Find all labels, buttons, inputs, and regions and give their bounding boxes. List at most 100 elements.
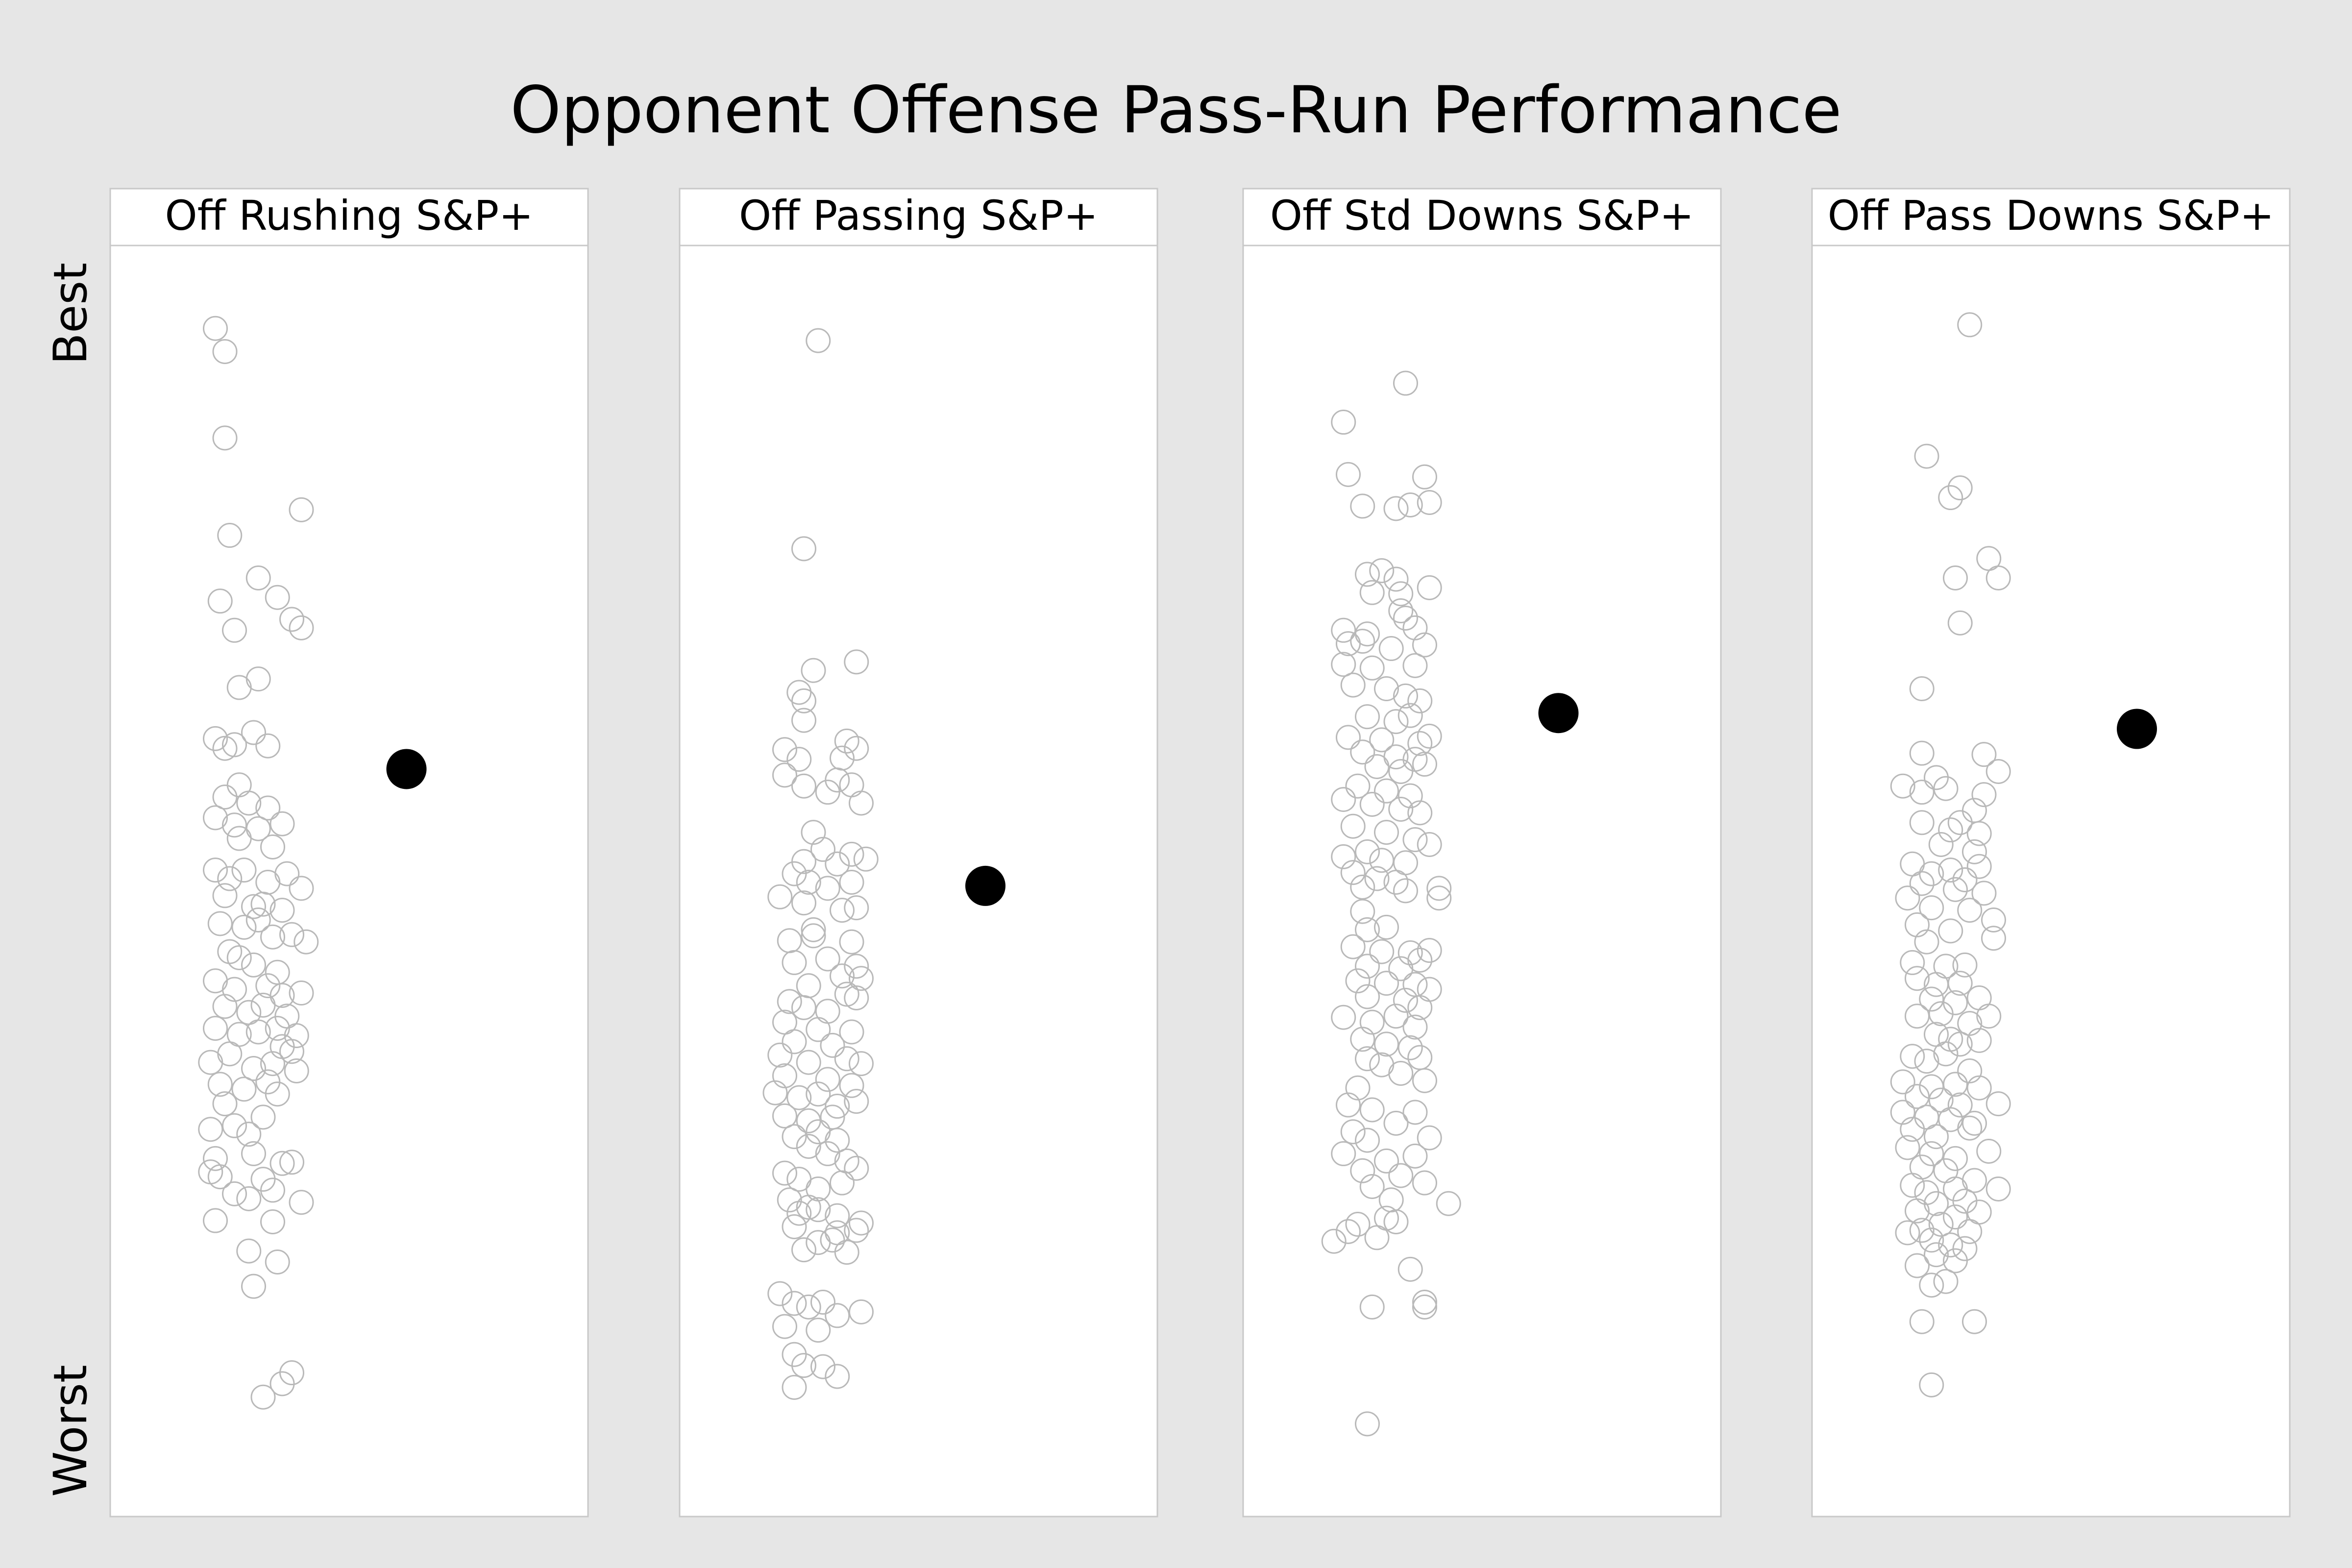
scatter-point <box>1909 676 1935 702</box>
scatter-point <box>834 728 859 754</box>
scatter-point <box>279 1150 304 1175</box>
scatter-point <box>1905 912 1930 937</box>
scatter-point <box>270 811 295 836</box>
scatter-point <box>1407 800 1433 826</box>
scatter-point <box>222 1181 247 1206</box>
scatter-point <box>839 841 864 867</box>
scatter-point <box>1383 496 1409 521</box>
scatter-point <box>1388 1060 1414 1086</box>
scatter-point <box>834 981 859 1007</box>
scatter-point <box>1957 898 1983 923</box>
scatter-point <box>1397 492 1423 517</box>
scatter-point <box>1900 950 1925 975</box>
scatter-point <box>777 989 802 1014</box>
scatter-point <box>222 732 247 758</box>
scatter-point <box>260 1209 285 1235</box>
scatter-point <box>1957 1219 1983 1244</box>
scatter-point <box>1350 629 1375 654</box>
scatter-point <box>806 1017 831 1042</box>
scatter-point <box>1364 866 1390 891</box>
scatter-point <box>825 1303 850 1328</box>
scatter-point <box>1355 917 1380 942</box>
scatter-point <box>222 1113 247 1138</box>
scatter-point <box>279 607 304 632</box>
scatter-point <box>1378 636 1404 662</box>
panel-header: Off Rushing S&P+ <box>165 192 534 240</box>
scatter-point <box>801 820 826 845</box>
scatter-point <box>1331 1004 1356 1030</box>
highlight-point <box>965 865 1005 906</box>
scatter-point <box>844 1089 869 1114</box>
scatter-point <box>1355 562 1380 587</box>
scatter-point <box>1350 899 1375 924</box>
scatter-point <box>265 585 290 610</box>
scatter-point <box>1924 1124 1949 1150</box>
scatter-point <box>1345 773 1371 799</box>
scatter-point <box>1340 1119 1366 1145</box>
scatter-point <box>1957 1011 1983 1036</box>
scatter-point <box>1426 885 1452 911</box>
highlight-point <box>1538 693 1579 734</box>
scatter-point <box>834 1046 859 1072</box>
scatter-point <box>1890 1069 1915 1095</box>
scatter-point <box>1407 688 1433 713</box>
scatter-point <box>1364 754 1390 780</box>
scatter-point <box>1890 773 1915 799</box>
scatter-point <box>1966 1028 1992 1053</box>
scatter-point <box>1350 1158 1375 1183</box>
scatter-point <box>1957 1058 1983 1084</box>
scatter-point <box>1417 832 1442 857</box>
scatter-point <box>1933 1041 1959 1067</box>
scatter-point <box>1336 631 1361 657</box>
panel: Off Pass Downs S&P+ <box>1811 188 2291 1518</box>
scatter-point <box>212 425 238 451</box>
scatter-point <box>1436 1191 1461 1216</box>
scatter-point <box>1397 1035 1423 1060</box>
scatter-point <box>270 1151 295 1176</box>
scatter-point <box>815 1067 840 1092</box>
scatter-point <box>1962 1110 1987 1136</box>
scatter-point <box>203 726 228 751</box>
scatter-point <box>1919 861 1944 886</box>
scatter-point <box>1359 792 1385 817</box>
scatter-point <box>1905 1253 1930 1278</box>
scatter-point <box>241 952 266 978</box>
scatter-point <box>1331 844 1356 869</box>
scatter-point <box>260 1177 285 1203</box>
scatter-point <box>260 834 285 859</box>
panel: Off Rushing S&P+ <box>109 188 589 1518</box>
scatter-point <box>203 1016 228 1041</box>
scatter-point <box>849 1210 874 1236</box>
scatter-point <box>1383 709 1409 735</box>
scatter-point <box>1388 581 1414 607</box>
scatter-point <box>245 1019 271 1045</box>
scatter-point <box>782 950 807 975</box>
scatter-point <box>1388 956 1414 981</box>
scatter-point <box>806 1230 831 1255</box>
scatter-point <box>1397 1256 1423 1282</box>
scatter-point <box>1985 759 2011 784</box>
scatter-point <box>1962 839 1987 864</box>
scatter-point <box>796 1294 821 1320</box>
scatter-point <box>1919 1372 1944 1397</box>
scatter-point <box>1331 410 1356 435</box>
scatter-point <box>1402 827 1428 853</box>
scatter-point <box>1909 810 1935 835</box>
scatter-point <box>1388 796 1414 822</box>
scatter-point <box>782 1124 807 1150</box>
scatter-point <box>1952 867 1978 893</box>
scatter-point <box>767 884 793 909</box>
scatter-point <box>1943 565 1968 590</box>
scatter-point <box>207 588 233 614</box>
scatter-point <box>1350 739 1375 765</box>
scatter-point <box>203 1146 228 1171</box>
scatter-point <box>1928 1001 1954 1027</box>
scatter-point <box>772 1063 797 1088</box>
scatter-point <box>830 963 855 989</box>
scatter-point <box>815 1141 840 1166</box>
scatter-point <box>222 812 247 838</box>
scatter-point <box>231 858 257 883</box>
scatter-point <box>796 869 821 895</box>
scatter-point <box>1890 1100 1915 1125</box>
scatter-point <box>1957 1115 1983 1141</box>
